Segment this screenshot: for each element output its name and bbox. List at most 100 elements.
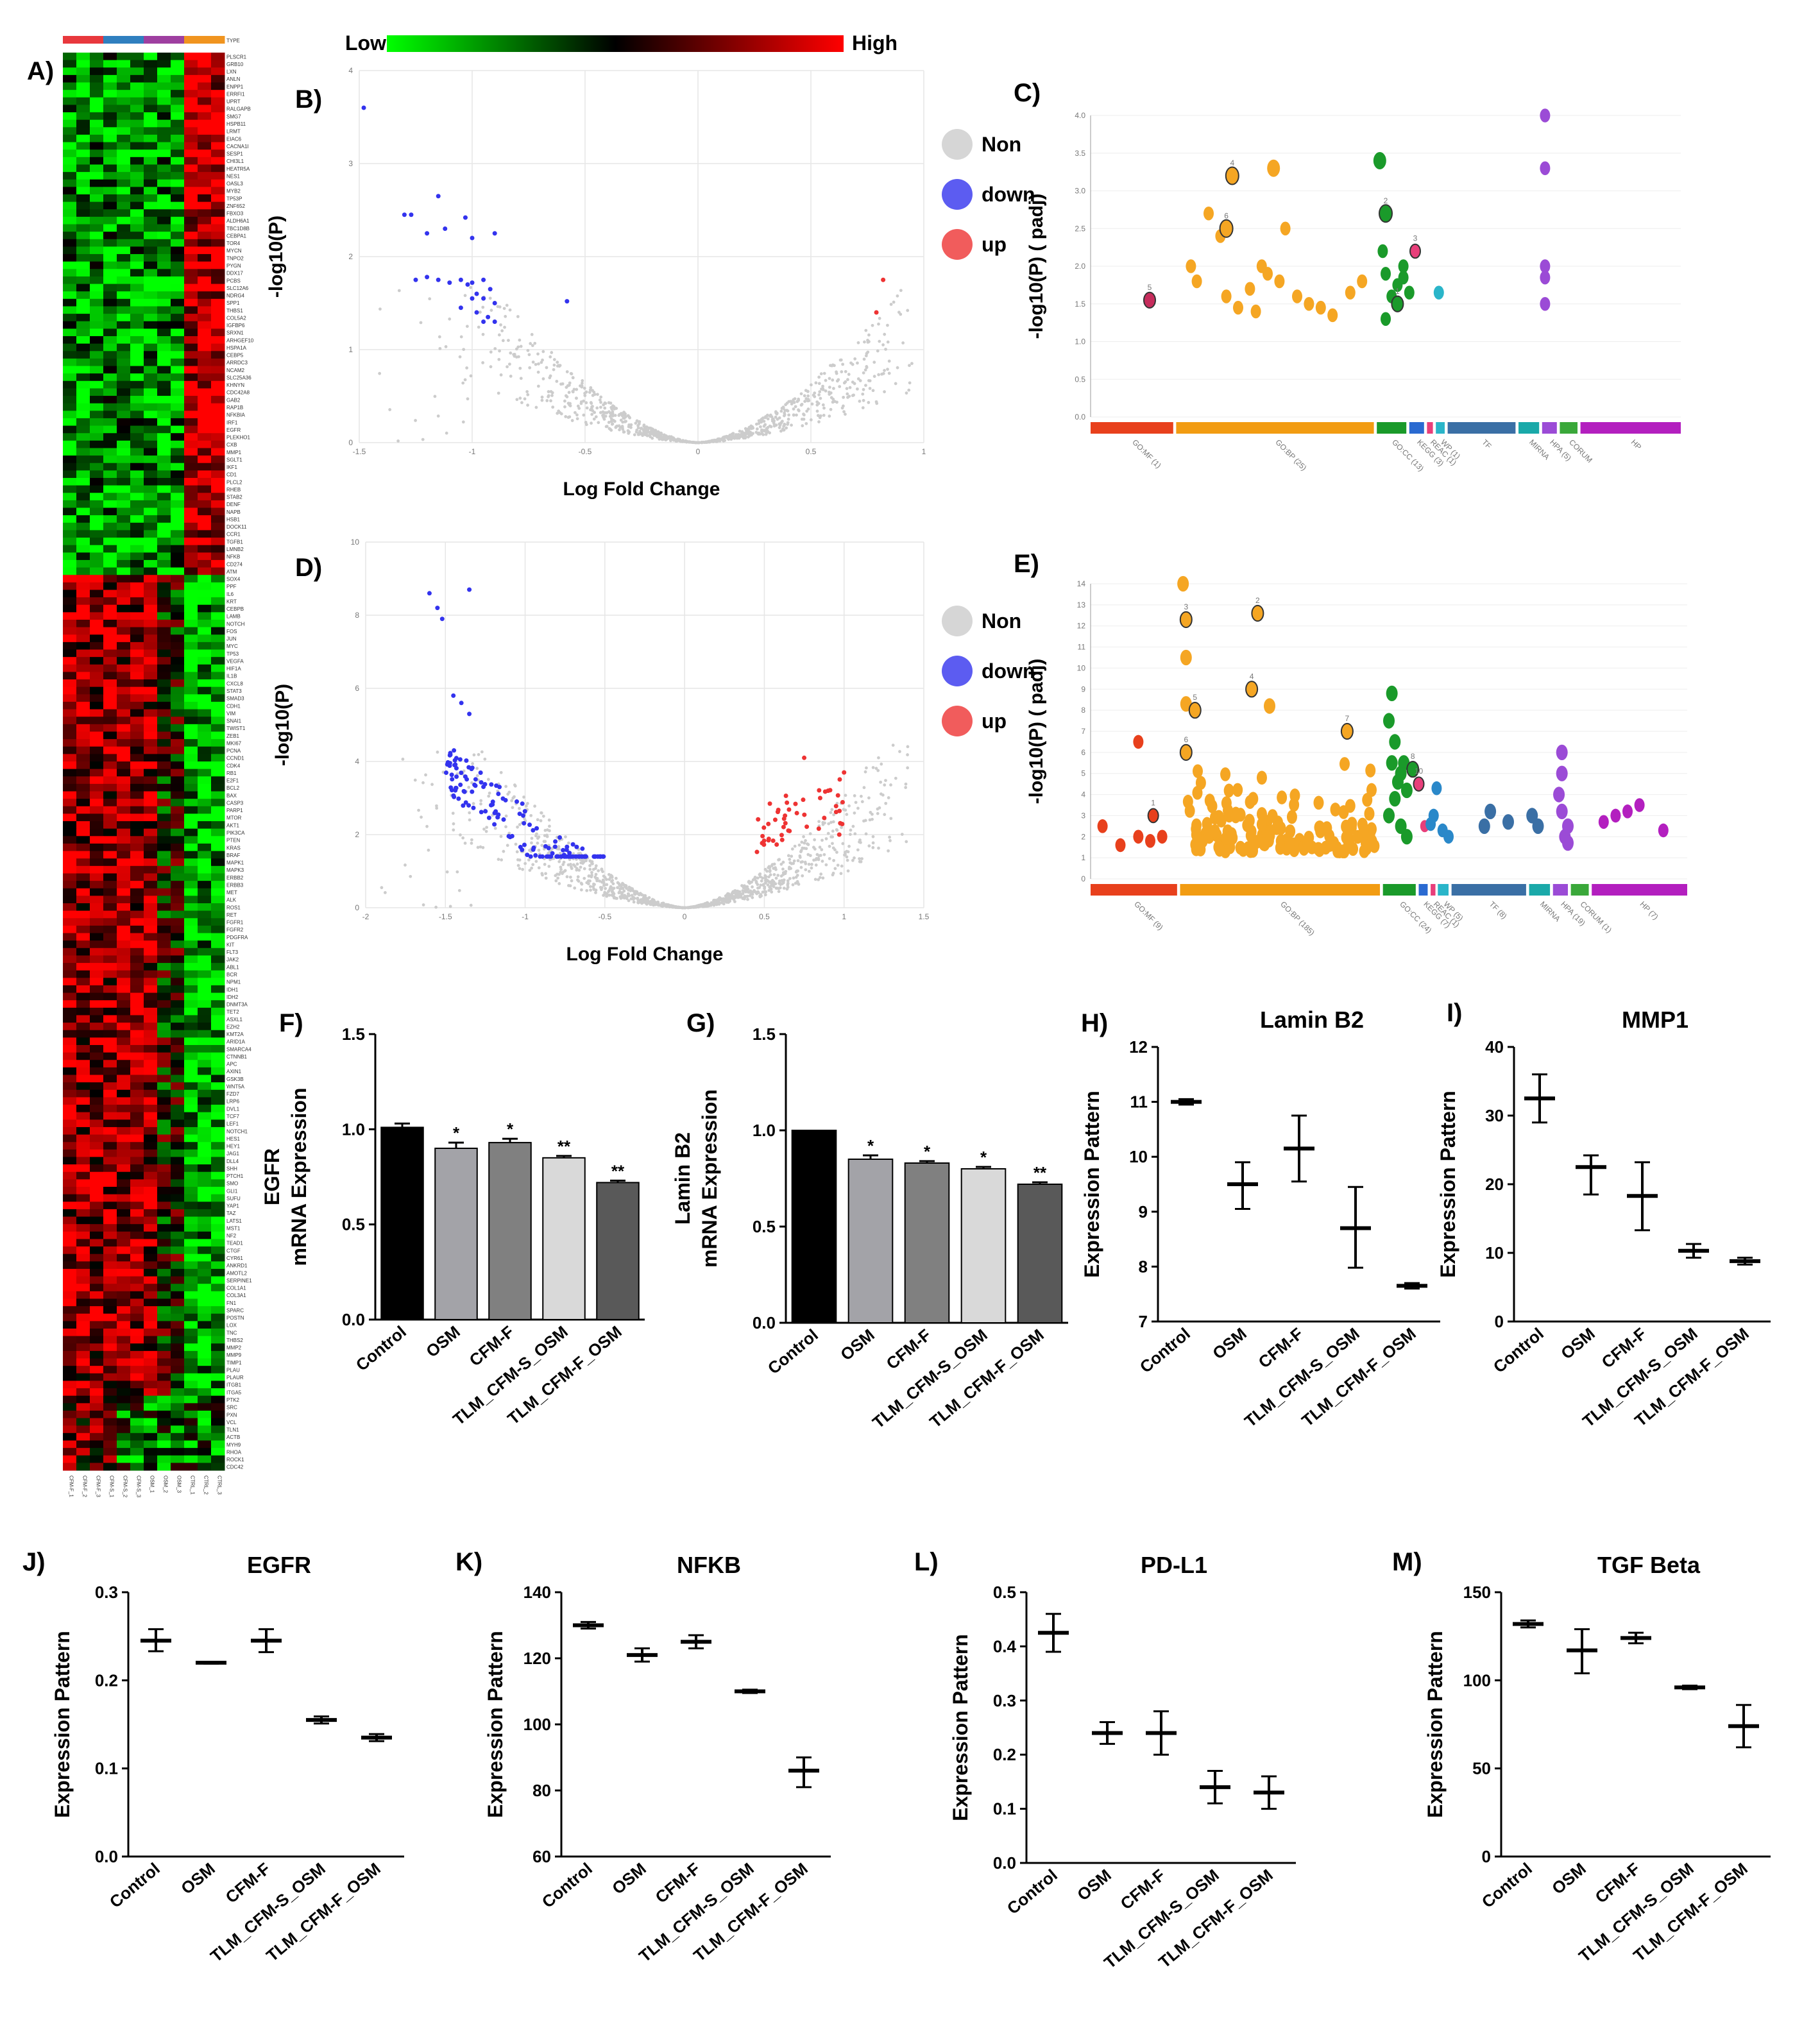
volcano-point-non xyxy=(835,851,838,854)
heatmap-cell xyxy=(63,157,77,165)
heatmap-cell xyxy=(130,567,144,575)
volcano-y-tick: 8 xyxy=(355,611,359,620)
volcano-point-non xyxy=(540,811,543,815)
heatmap-cell xyxy=(63,1157,77,1165)
heatmap-cell xyxy=(103,978,117,986)
heatmap-cell xyxy=(90,783,104,792)
heatmap-cell xyxy=(144,1105,158,1113)
heatmap-row-label: ROS1 xyxy=(226,905,241,910)
volcano-point-non xyxy=(853,832,857,836)
heatmap-cell xyxy=(117,179,131,187)
heatmap-cell xyxy=(103,582,117,590)
heatmap-row-label: SNAI1 xyxy=(226,718,242,724)
heatmap-cell xyxy=(63,1254,77,1262)
heatmap-cell xyxy=(117,575,131,583)
volcano-point-non xyxy=(421,781,425,785)
volcano-point-non xyxy=(468,818,472,822)
heatmap-cell xyxy=(198,254,212,262)
heatmap-cell xyxy=(117,582,131,590)
heatmap-cell xyxy=(90,358,104,367)
manhattan-y-tick: 0.5 xyxy=(1075,375,1085,384)
heatmap-cell xyxy=(90,604,104,613)
heatmap-row-label: TOR4 xyxy=(226,241,241,246)
volcano-point-non xyxy=(552,358,556,361)
volcano-point-non xyxy=(518,823,522,826)
heatmap-cell xyxy=(130,127,144,135)
volcano-point-down xyxy=(520,847,525,853)
volcano-point-non xyxy=(792,876,795,880)
heatmap-cell xyxy=(171,686,185,695)
category-bar-segment xyxy=(1377,422,1407,434)
heatmap-cell xyxy=(103,746,117,754)
heatmap-cell xyxy=(171,411,185,419)
volcano-point-non xyxy=(726,892,729,896)
heatmap-cell xyxy=(144,269,158,277)
volcano-point-non xyxy=(618,428,621,432)
heatmap-cell xyxy=(76,298,90,307)
heatmap-cell xyxy=(63,679,77,688)
heatmap-cell xyxy=(198,888,212,896)
manhattan-point xyxy=(1209,824,1220,838)
heatmap-cell xyxy=(198,1239,212,1247)
volcano-point-non xyxy=(601,414,604,418)
heatmap-cell xyxy=(103,254,117,262)
heatmap-row-label: ARID1A xyxy=(226,1039,246,1045)
heatmap-cell xyxy=(103,343,117,352)
heatmap-cell xyxy=(76,485,90,493)
heatmap-cell xyxy=(157,873,171,881)
heatmap-cell xyxy=(184,836,198,844)
volcano-point-non xyxy=(778,858,781,862)
volcano-x-tick: -2 xyxy=(362,912,370,921)
heatmap-cell xyxy=(63,306,77,314)
volcano-point-non xyxy=(597,421,600,425)
heatmap-cell xyxy=(157,455,171,464)
category-bar-segment xyxy=(1451,884,1526,896)
heatmap-cell xyxy=(157,493,171,501)
heatmap-cell xyxy=(144,1425,158,1434)
manhattan-point xyxy=(1245,282,1255,296)
volcano-point-non xyxy=(806,853,810,856)
volcano-point-non xyxy=(758,886,761,889)
heatmap-cell xyxy=(117,396,131,404)
heatmap-cell xyxy=(171,1246,185,1255)
volcano-point-non xyxy=(609,417,613,421)
volcano-point-non xyxy=(772,421,776,425)
volcano-point-non xyxy=(788,858,792,861)
heatmap-row-label: TEAD1 xyxy=(226,1241,243,1246)
volcano-point-non xyxy=(851,824,855,828)
heatmap-cell xyxy=(198,1336,212,1344)
heatmap-cell xyxy=(103,74,117,83)
heatmap-cell xyxy=(103,119,117,128)
volcano-point-non xyxy=(569,371,573,375)
heatmap-cell xyxy=(198,194,212,203)
heatmap-cell xyxy=(130,1254,144,1262)
volcano-point-non xyxy=(609,412,613,416)
heatmap-cell xyxy=(171,559,185,568)
heatmap-cell xyxy=(184,918,198,926)
heatmap-cell xyxy=(144,1291,158,1299)
heatmap-cell xyxy=(90,396,104,404)
heatmap-cell xyxy=(171,1381,185,1389)
heatmap-cell xyxy=(144,321,158,329)
heatmap-cell xyxy=(144,709,158,717)
heatmap-cell xyxy=(90,1239,104,1247)
heatmap-cell xyxy=(211,1343,225,1352)
volcano-point-down xyxy=(452,763,457,768)
volcano-point-non xyxy=(883,369,886,372)
heatmap-cell xyxy=(76,739,90,747)
volcano-point-down xyxy=(425,275,430,280)
heatmap-cell xyxy=(211,761,225,770)
volcano-point-non xyxy=(838,385,842,389)
heatmap-cell xyxy=(211,403,225,411)
heatmap-cell xyxy=(63,896,77,904)
heatmap-cell xyxy=(90,918,104,926)
volcano-point-down xyxy=(509,833,515,838)
heatmap-cell xyxy=(130,1209,144,1218)
volcano-point-down xyxy=(522,809,527,814)
heatmap-cell xyxy=(198,1268,212,1277)
heatmap-cell xyxy=(117,761,131,770)
heatmap-cell xyxy=(117,858,131,867)
heatmap-cell xyxy=(144,604,158,613)
heatmap-cell xyxy=(130,1007,144,1016)
volcano-point-non xyxy=(877,322,880,326)
